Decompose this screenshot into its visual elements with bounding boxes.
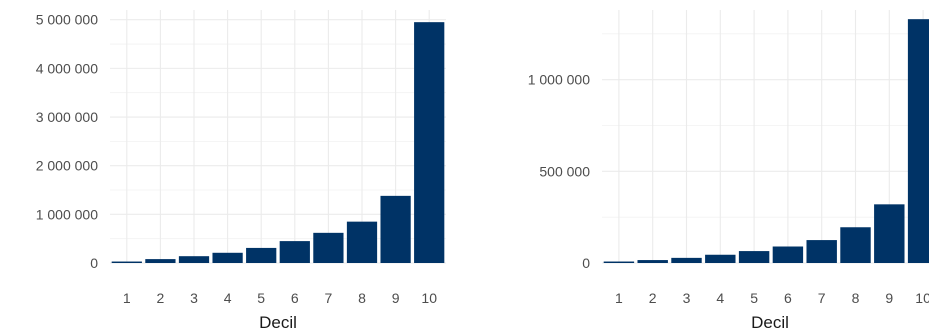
x-tick-label: 9 xyxy=(885,290,893,306)
x-tick-label: 2 xyxy=(157,290,165,306)
x-tick-label: 6 xyxy=(784,290,792,306)
bar-decil-8 xyxy=(346,221,378,263)
x-tick-label: 8 xyxy=(358,290,366,306)
bar-decil-5 xyxy=(246,247,277,263)
bar-decil-2 xyxy=(637,260,668,263)
x-tick-label: 6 xyxy=(291,290,299,306)
x-tick-label: 3 xyxy=(190,290,198,306)
y-tick-label: 1 000 000 xyxy=(36,206,98,222)
x-axis-title: Decil xyxy=(751,313,789,331)
bar-decil-2 xyxy=(145,259,176,263)
bar-decil-9 xyxy=(874,204,905,263)
y-tick-label: 0 xyxy=(90,255,98,271)
bar-decil-1 xyxy=(603,261,635,263)
x-tick-label: 4 xyxy=(716,290,724,306)
y-tick-label: 2 000 000 xyxy=(36,158,98,174)
bar-decil-4 xyxy=(705,254,736,263)
y-tick-label: 4 000 000 xyxy=(36,60,98,76)
x-axis-title: Decil xyxy=(259,313,297,331)
y-tick-label: 0 xyxy=(582,255,590,271)
bar-decil-9 xyxy=(380,195,411,263)
bar-decil-5 xyxy=(738,251,770,263)
x-tick-label: 5 xyxy=(750,290,758,306)
x-tick-label: 2 xyxy=(649,290,657,306)
x-tick-label: 3 xyxy=(683,290,691,306)
y-tick-label: 3 000 000 xyxy=(36,109,98,125)
x-tick-label: 10 xyxy=(915,290,929,306)
x-tick-label: 7 xyxy=(325,290,333,306)
bar-decil-4 xyxy=(212,252,243,263)
x-tick-label: 1 xyxy=(123,290,131,306)
bar-decil-8 xyxy=(840,227,871,263)
bar-decil-6 xyxy=(279,241,310,263)
x-tick-label: 4 xyxy=(224,290,232,306)
bar-decil-7 xyxy=(313,232,344,263)
bar-decil-3 xyxy=(671,257,702,263)
bar-decil-10 xyxy=(907,19,929,263)
x-tick-label: 10 xyxy=(421,290,437,306)
y-tick-label: 1 000 000 xyxy=(528,72,590,88)
bar-decil-1 xyxy=(111,261,142,263)
x-tick-label: 1 xyxy=(615,290,623,306)
y-tick-label: 500 000 xyxy=(539,163,590,179)
chart-right: 0 500 000 1 000 000 1 2 3 4 5 6 7 8 9 10 Decil xyxy=(528,10,929,331)
x-tick-label: 7 xyxy=(818,290,826,306)
x-tick-label: 9 xyxy=(392,290,400,306)
y-tick-label: 5 000 000 xyxy=(36,12,98,28)
bar-decil-7 xyxy=(806,240,837,263)
chart-left: 0 1 000 000 2 000 000 3 000 000 4 000 000 5 0… xyxy=(36,10,446,331)
bar-decil-10 xyxy=(414,22,445,263)
x-tick-label: 5 xyxy=(257,290,265,306)
bar-decil-6 xyxy=(772,246,804,263)
bar-decil-3 xyxy=(178,256,210,263)
x-tick-label: 8 xyxy=(852,290,860,306)
